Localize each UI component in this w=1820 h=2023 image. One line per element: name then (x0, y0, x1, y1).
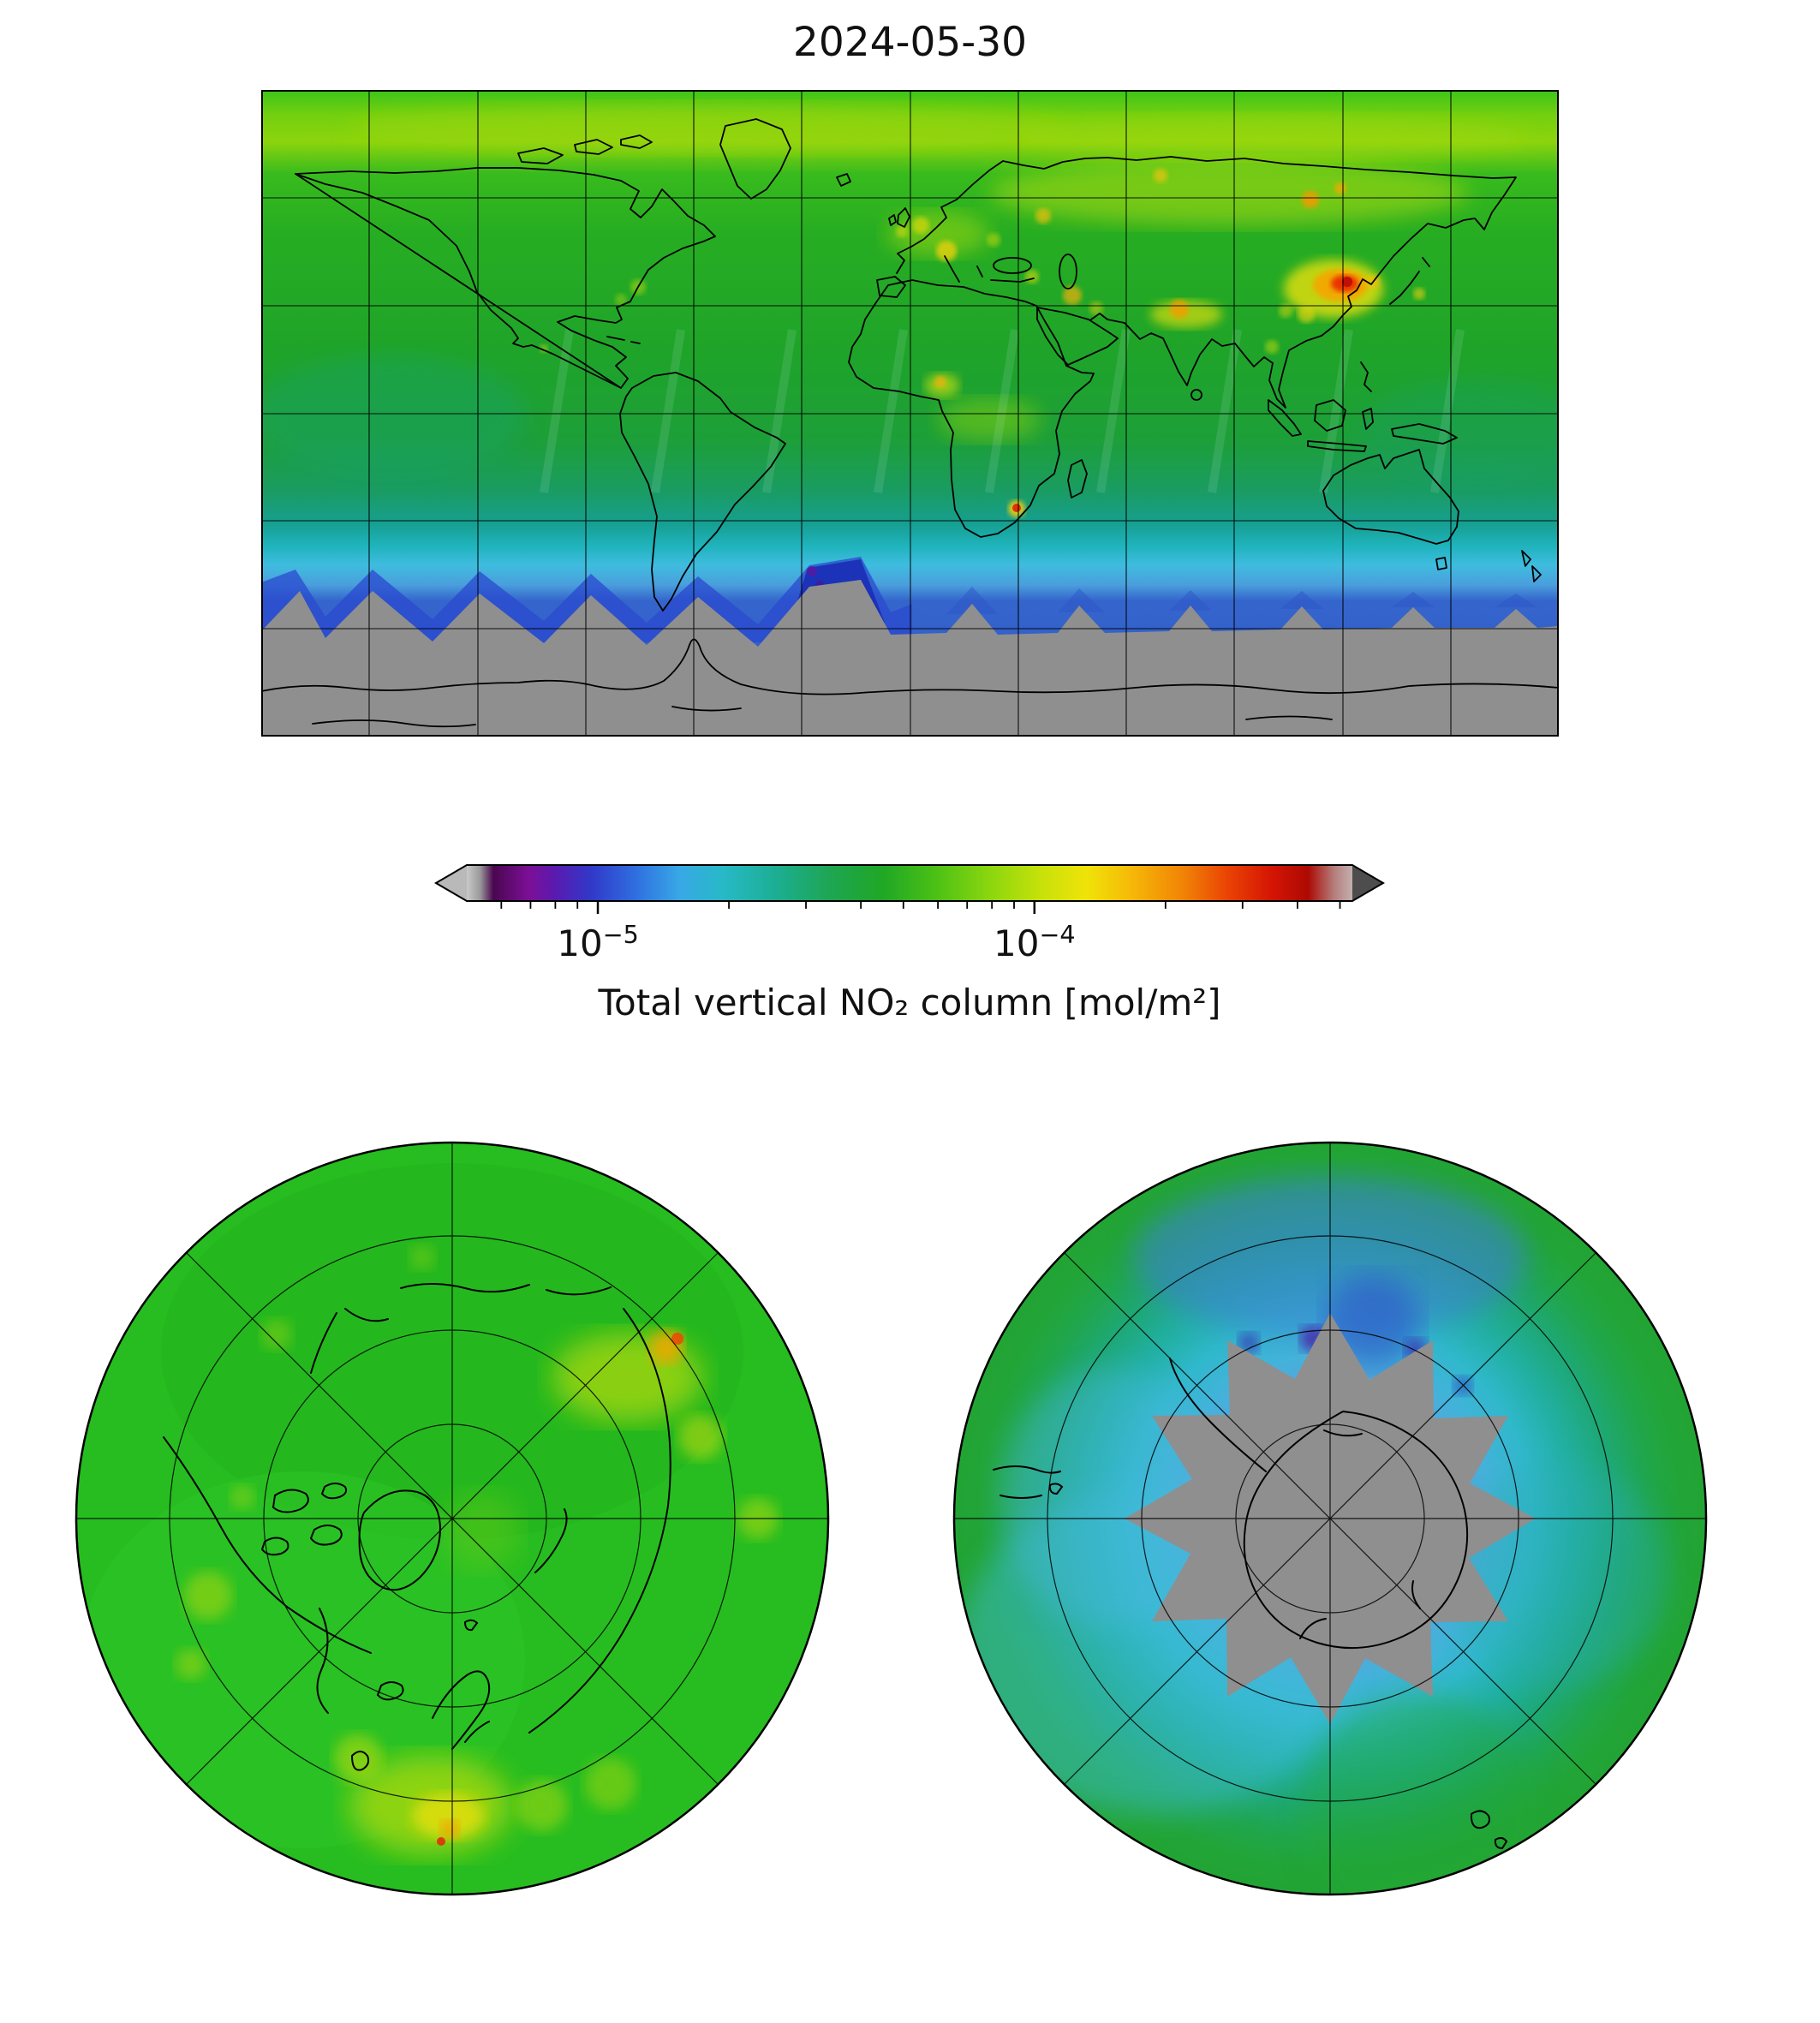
graticule (261, 90, 1559, 737)
north-coastlines (163, 1283, 671, 1771)
north-polar-panel (63, 1129, 842, 1908)
south-graticule (954, 1143, 1706, 1895)
colorbar-over-arrow (1352, 865, 1383, 901)
global-map (261, 90, 1559, 737)
north-polar-map (75, 1141, 830, 1896)
colorbar: 10−5 10−4 Total vertical NO₂ column [mol/… (434, 863, 1385, 1023)
south-polar-panel (940, 1129, 1720, 1908)
global-map-panel (261, 90, 1559, 737)
swath-seams (540, 329, 1465, 493)
coastlines (261, 118, 1559, 728)
south-polar-map (952, 1141, 1708, 1896)
colorbar-outline (434, 864, 1385, 902)
north-map-border (75, 1141, 830, 1896)
colorbar-ticks (500, 901, 1341, 914)
no2-enhancements (261, 104, 1559, 517)
colorbar-tick-labels: 10−5 10−4 (434, 916, 1385, 970)
figure-title: 2024-05-30 (792, 19, 1028, 66)
colorbar-tick-label: 10−5 (557, 920, 639, 964)
south-map-border (952, 1141, 1708, 1896)
colorbar-tick-label: 10−4 (994, 920, 1076, 964)
colorbar-bar (434, 864, 1385, 914)
colorbar-gradient (467, 865, 1352, 901)
map-border (261, 90, 1559, 737)
colorbar-under-arrow (436, 865, 467, 901)
north-graticule (76, 1143, 828, 1895)
colorbar-label: Total vertical NO₂ column [mol/m²] (598, 982, 1221, 1023)
